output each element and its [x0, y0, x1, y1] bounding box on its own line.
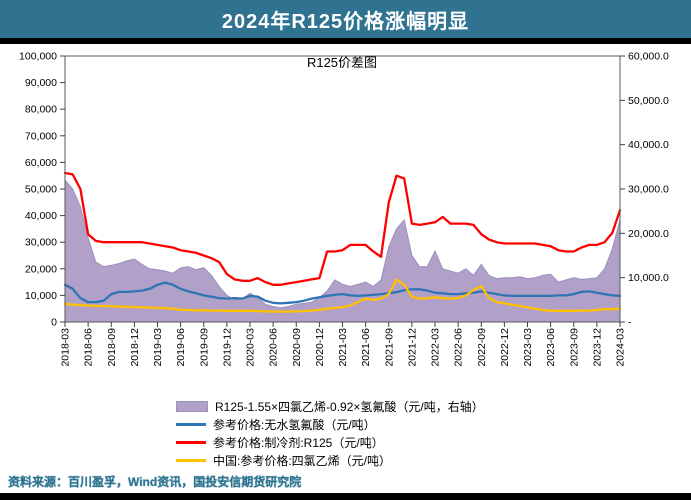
x-axis-label: 2020-12	[314, 328, 326, 367]
legend-item: 参考价格:制冷剂:R125（元/吨）	[176, 433, 484, 451]
legend-item: 中国:参考价格:四氯乙烯（元/吨）	[176, 451, 484, 469]
x-axis-label: 2021-06	[360, 328, 372, 367]
price-line-series-0	[63, 281, 622, 305]
x-axis-label: 2022-03	[430, 328, 442, 367]
legend-area-swatch	[176, 400, 208, 412]
page-title: 2024年R125价格涨幅明显	[221, 10, 470, 33]
legend-line-swatch	[176, 440, 206, 444]
left-axis-label: 40,000	[25, 210, 57, 222]
legend-line-swatch	[176, 422, 206, 426]
bottom-divider	[0, 493, 691, 500]
legend-label: 参考价格:制冷剂:R125（元/吨）	[213, 435, 384, 450]
chart-title: R125价差图	[307, 55, 377, 70]
x-axis-label: 2020-06	[268, 328, 280, 367]
x-axis-label: 2019-06	[175, 328, 187, 367]
source-text: 资料来源：百川盈孚，Wind资讯，国投安信期货研究院	[8, 475, 302, 489]
left-axis-label: 100,000	[19, 51, 57, 63]
x-axis-label: 2024-03	[615, 328, 627, 367]
left-axis-label: 70,000	[25, 130, 57, 142]
x-axis-label: 2018-06	[83, 328, 95, 367]
left-axis-label: 80,000	[25, 104, 57, 116]
x-axis-label: 2022-12	[499, 328, 511, 367]
chart-body: 0 10,000 20,000 30,000 40,000 50,000 60,000 70,…	[19, 51, 669, 367]
x-axis-label: 2022-09	[476, 328, 488, 367]
x-axis-label: 2018-09	[106, 328, 118, 367]
left-axis-label: 0	[51, 317, 57, 329]
x-axis-label: 2021-09	[383, 328, 395, 367]
left-axis-label: 30,000	[25, 237, 57, 249]
x-axis-label: 2020-09	[291, 328, 303, 367]
right-axis-label: 20,000.0	[628, 228, 669, 240]
right-axis-label: 50,000.0	[628, 95, 669, 107]
left-axis-label: 60,000	[25, 157, 57, 169]
left-axis-label: 20,000	[25, 263, 57, 275]
right-axis-label: 40,000.0	[628, 139, 669, 151]
x-axis-label: 2023-06	[545, 328, 557, 367]
legend-line-swatch	[176, 458, 206, 462]
price-line-series-1	[63, 171, 622, 286]
chart-legend: R125-1.55×四氯乙烯-0.92×氢氟酸（元/吨，右轴） 参考价格:无水氢氟…	[176, 397, 484, 469]
left-axis-label: 10,000	[25, 290, 57, 302]
x-axis-label: 2019-12	[221, 328, 233, 367]
right-axis-label: 10,000.0	[628, 272, 669, 284]
header-divider	[0, 38, 691, 44]
header-bar: 2024年R125价格涨幅明显	[0, 0, 691, 38]
x-axis-label: 2021-03	[337, 328, 349, 367]
x-axis-label: 2021-12	[406, 328, 418, 367]
x-axis-label: 2020-03	[245, 328, 257, 367]
legend-item: R125-1.55×四氯乙烯-0.92×氢氟酸（元/吨，右轴）	[176, 397, 484, 415]
left-axis-label: 50,000	[25, 184, 57, 196]
x-axis-label: 2019-09	[198, 328, 210, 367]
legend-label: R125-1.55×四氯乙烯-0.92×氢氟酸（元/吨，右轴）	[215, 399, 484, 414]
x-axis-label: 2023-09	[568, 328, 580, 367]
left-axis-label: 90,000	[25, 77, 57, 89]
x-axis-label: 2023-12	[591, 328, 603, 367]
right-axis-label: 60,000.0	[628, 51, 669, 63]
right-axis-label: -	[628, 317, 632, 329]
x-axis-label: 2018-03	[60, 328, 72, 367]
x-axis-label: 2018-12	[129, 328, 141, 367]
right-axis-label: 30,000.0	[628, 184, 669, 196]
legend-item: 参考价格:无水氢氟酸（元/吨）	[176, 415, 484, 433]
legend-label: 中国:参考价格:四氯乙烯（元/吨）	[213, 453, 392, 468]
price-line-series-2	[63, 278, 622, 313]
legend-label: 参考价格:无水氢氟酸（元/吨）	[213, 417, 376, 432]
x-axis-label: 2022-06	[453, 328, 465, 367]
x-axis-label: 2019-03	[152, 328, 164, 367]
x-axis-label: 2023-03	[522, 328, 534, 367]
